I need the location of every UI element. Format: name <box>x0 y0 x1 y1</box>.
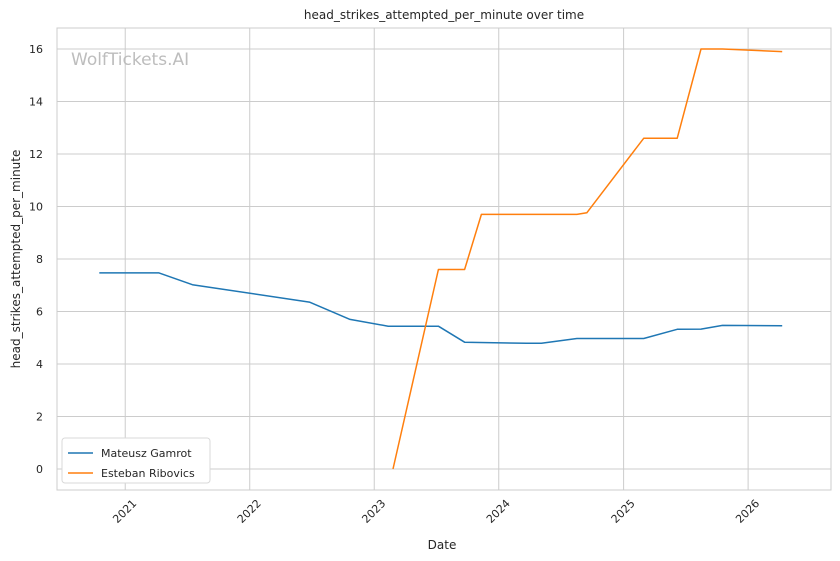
legend-box <box>61 437 211 484</box>
legend: Mateusz Gamrot Esteban Ribovics <box>61 437 211 484</box>
y-tick-label: 4 <box>36 358 43 371</box>
x-tick-label: 2021 <box>110 497 139 526</box>
legend-label-esteban-ribovics: Esteban Ribovics <box>101 467 195 480</box>
y-tick-label: 12 <box>29 148 43 161</box>
series-line-esteban-ribovics <box>392 48 783 470</box>
x-tick-label: 2024 <box>484 497 513 526</box>
y-tick-label: 2 <box>36 411 43 424</box>
y-axis-label: head_strikes_attempted_per_minute <box>9 150 23 369</box>
x-tick-label: 2023 <box>359 497 388 526</box>
x-tick-label: 2022 <box>235 497 264 526</box>
x-tick-label: 2026 <box>733 497 762 526</box>
legend-label-mateusz-gamrot: Mateusz Gamrot <box>101 447 192 460</box>
x-tick-label: 2025 <box>609 497 638 526</box>
y-tick-label: 16 <box>29 43 43 56</box>
x-axis-label: Date <box>428 538 457 552</box>
series-layer <box>99 48 783 470</box>
y-tick-label: 14 <box>29 96 43 109</box>
watermark: WolfTickets.AI <box>71 50 189 70</box>
chart-title: head_strikes_attempted_per_minute over t… <box>304 8 584 22</box>
y-tick-label: 8 <box>36 253 43 266</box>
y-tick-label: 6 <box>36 306 43 319</box>
series-line-mateusz-gamrot <box>99 272 783 345</box>
y-tick-label: 0 <box>36 463 43 476</box>
grid <box>57 28 831 490</box>
y-tick-label: 10 <box>29 201 43 214</box>
